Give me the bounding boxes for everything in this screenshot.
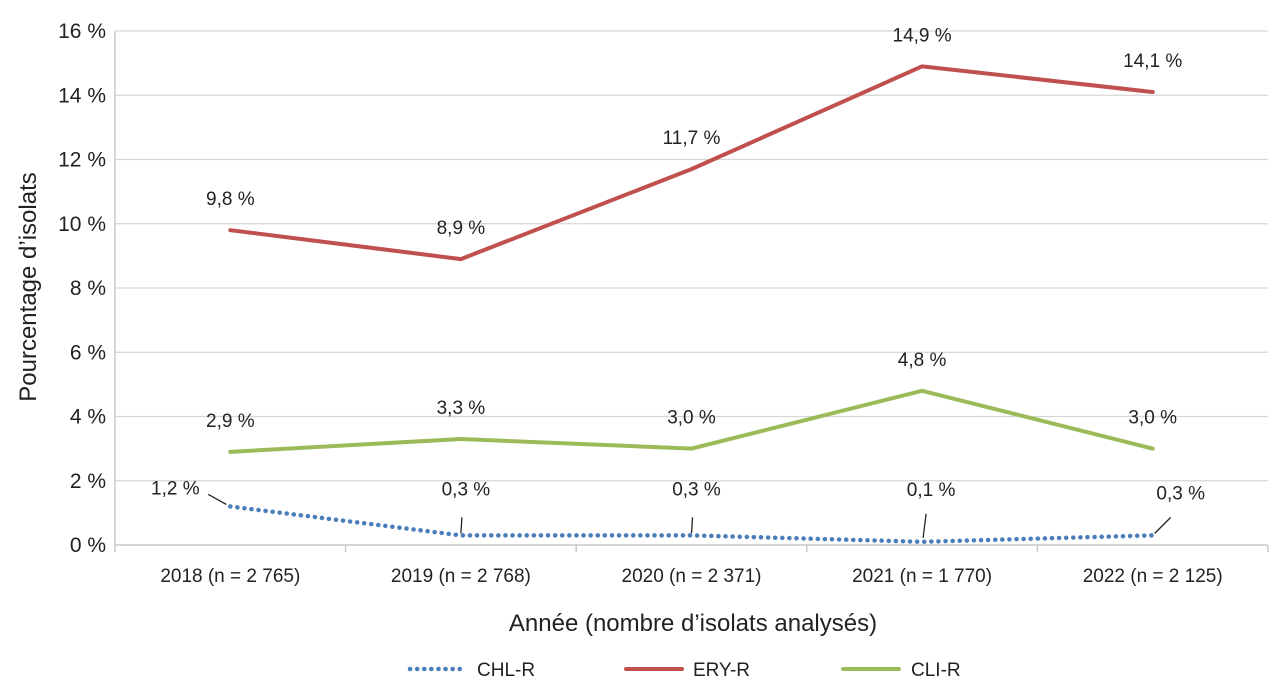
y-tick-label: 8 %: [70, 277, 106, 300]
data-label-cli-r: 3,0 %: [1128, 408, 1177, 429]
x-tick-label: 2021 (n = 1 770): [852, 566, 992, 587]
data-point-cli-r: [920, 389, 924, 393]
data-label-ery-r: 8,9 %: [437, 218, 486, 239]
data-label-chl-r: 0,3 %: [672, 479, 721, 500]
data-label-ery-r: 9,8 %: [206, 189, 255, 210]
x-tick-label: 2022 (n = 2 125): [1083, 566, 1223, 587]
y-tick-label: 10 %: [58, 213, 106, 236]
data-label-chl-r: 0,1 %: [907, 480, 956, 501]
data-label-ery-r: 14,9 %: [893, 25, 952, 46]
legend: CHL-R ERY-R CLI-R: [407, 660, 961, 681]
data-point-chl-r: [690, 533, 694, 537]
y-tick-label: 4 %: [70, 406, 106, 429]
data-point-chl-r: [228, 504, 232, 508]
y-tick-label: 6 %: [70, 341, 106, 364]
data-point-cli-r: [459, 437, 463, 441]
x-tick-labels: 2018 (n = 2 765) 2019 (n = 2 768) 2020 (n …: [160, 566, 1222, 587]
data-label-cli-r: 3,0 %: [667, 408, 716, 429]
legend-label-ery-r: ERY-R: [693, 660, 750, 681]
y-tick-label: 12 %: [58, 149, 106, 172]
data-point-ery-r: [459, 257, 463, 261]
data-label-ery-r: 11,7 %: [663, 128, 721, 149]
leader-line-chl-r: [690, 517, 694, 534]
data-label-cli-r: 4,8 %: [898, 350, 947, 371]
legend-label-cli-r: CLI-R: [911, 660, 961, 681]
x-tick-label: 2020 (n = 2 371): [622, 566, 762, 587]
data-label-chl-r: 0,3 %: [442, 479, 491, 500]
data-point-ery-r: [920, 64, 924, 68]
series-line-ery-r: [228, 64, 1155, 262]
axes: [114, 31, 1269, 552]
leader-line-chl-r: [207, 493, 227, 506]
y-axis-title: Pourcentage d’isolats: [15, 172, 42, 401]
data-label-chl-r: 1,2 %: [151, 478, 200, 499]
data-point-cli-r: [228, 450, 232, 454]
x-tick-label: 2018 (n = 2 765): [160, 566, 300, 587]
data-point-cli-r: [690, 447, 694, 451]
leader-lines: [207, 493, 1172, 538]
data-label-chl-r: 0,3 %: [1156, 483, 1205, 504]
y-tick-label: 16 %: [58, 20, 106, 43]
x-tick-label: 2019 (n = 2 768): [391, 566, 531, 587]
data-labels: 9,8 % 8,9 % 11,7 % 14,9 % 14,1 % 2,9 % 3,3 % 3,…: [151, 25, 1205, 504]
data-point-chl-r: [920, 540, 924, 544]
series-lines: [228, 64, 1155, 545]
data-point-chl-r: [459, 533, 463, 537]
x-axis-title: Année (nombre d’isolats analysés): [509, 610, 877, 637]
data-point-ery-r: [1151, 90, 1155, 94]
y-tick-label: 2 %: [70, 470, 106, 493]
series-line-cli-r: [228, 388, 1155, 454]
y-tick-labels: 0 % 2 % 4 % 6 % 8 % 10 % 12 % 14 % 16 %: [58, 20, 106, 557]
y-tick-label: 0 %: [70, 534, 106, 557]
y-tick-label: 14 %: [58, 84, 106, 107]
legend-label-chl-r: CHL-R: [477, 660, 535, 681]
data-point-ery-r: [690, 167, 694, 171]
leader-line-chl-r: [1154, 516, 1172, 534]
data-point-ery-r: [228, 228, 232, 232]
gridlines: [115, 30, 1268, 482]
data-label-ery-r: 14,1 %: [1123, 51, 1182, 72]
leader-line-chl-r: [922, 513, 927, 538]
leader-line-chl-r: [460, 517, 463, 534]
series-line-chl-r: [228, 504, 1155, 545]
data-point-chl-r: [1151, 533, 1155, 537]
data-label-cli-r: 2,9 %: [206, 411, 255, 432]
data-label-cli-r: 3,3 %: [437, 398, 486, 419]
data-point-cli-r: [1151, 447, 1155, 451]
